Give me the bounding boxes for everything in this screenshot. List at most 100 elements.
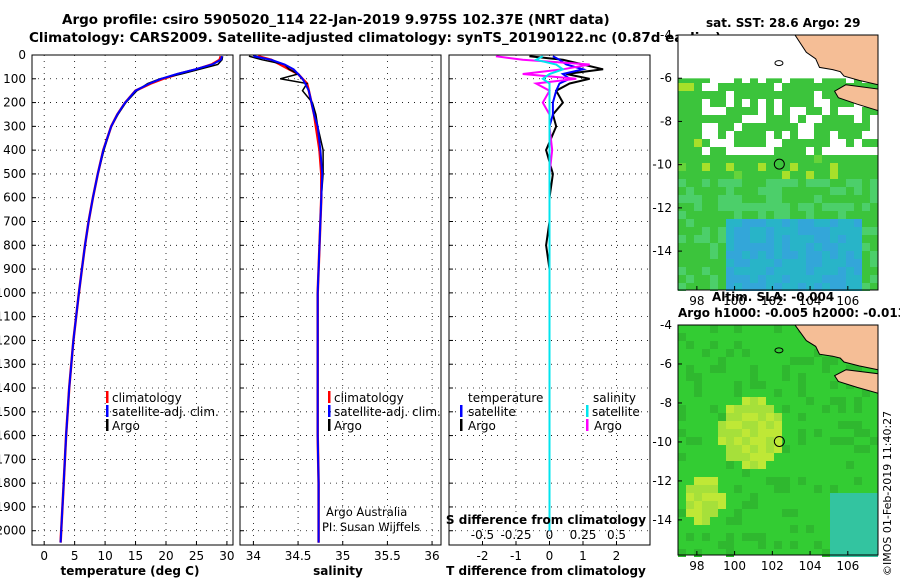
map-cell bbox=[710, 493, 718, 501]
map-cell bbox=[798, 267, 806, 275]
map-cell bbox=[782, 267, 790, 275]
map-cell bbox=[774, 275, 782, 283]
map-cell bbox=[758, 115, 766, 123]
map-cell bbox=[678, 413, 686, 421]
map-cell bbox=[814, 275, 822, 283]
map-cell bbox=[726, 453, 734, 461]
map-cell bbox=[758, 251, 766, 259]
y-tick-label: 900 bbox=[3, 262, 26, 276]
map-cell bbox=[742, 115, 750, 123]
y-tick-label: 500 bbox=[3, 167, 26, 181]
map-cell bbox=[790, 235, 798, 243]
map-cell bbox=[758, 107, 766, 115]
map-cell bbox=[870, 195, 878, 203]
map-cell bbox=[750, 243, 758, 251]
map-cell bbox=[718, 179, 726, 187]
map-cell bbox=[742, 219, 750, 227]
map-cell bbox=[862, 389, 870, 397]
map-cell bbox=[838, 275, 846, 283]
map-cell bbox=[870, 541, 878, 549]
series-line-argo bbox=[248, 55, 324, 543]
map-cell bbox=[838, 227, 846, 235]
sst-map-title: sat. SST: 28.6 Argo: 29 bbox=[706, 16, 861, 30]
map-cell bbox=[686, 373, 694, 381]
map-cell bbox=[822, 147, 830, 155]
y-tick-label: 400 bbox=[3, 143, 26, 157]
map-cell bbox=[830, 147, 838, 155]
map-cell bbox=[782, 243, 790, 251]
map-cell bbox=[726, 349, 734, 357]
map-cell bbox=[734, 259, 742, 267]
map-cell bbox=[798, 477, 806, 485]
map-cell bbox=[790, 541, 798, 549]
map-cell bbox=[870, 251, 878, 259]
map-cell bbox=[862, 203, 870, 211]
map-cell bbox=[726, 251, 734, 259]
argo-float-marker bbox=[773, 158, 785, 170]
map-cell bbox=[790, 275, 798, 283]
x-tick-label: 25 bbox=[189, 549, 204, 563]
map-cell bbox=[830, 131, 838, 139]
s-tick-label: -0.25 bbox=[500, 528, 531, 542]
map-cell bbox=[758, 413, 766, 421]
map-cell bbox=[734, 235, 742, 243]
map-cell bbox=[742, 75, 750, 83]
s-tick-label: 0.5 bbox=[607, 528, 626, 542]
map-cell bbox=[806, 203, 814, 211]
map-cell bbox=[766, 131, 774, 139]
x-tick-label: 98 bbox=[689, 559, 704, 573]
legend-swatch-satellite bbox=[328, 405, 331, 417]
map-cell bbox=[782, 477, 790, 485]
series-line-satellite bbox=[59, 55, 223, 543]
y-tick-label: -10 bbox=[652, 435, 672, 449]
map-cell bbox=[758, 235, 766, 243]
map-cell bbox=[870, 525, 878, 533]
map-cell bbox=[694, 493, 702, 501]
y-tick-label: 1400 bbox=[0, 381, 26, 395]
y-tick-label: 1700 bbox=[0, 452, 26, 466]
map-cell bbox=[854, 525, 862, 533]
map-cell bbox=[678, 211, 686, 219]
y-tick-label: -6 bbox=[660, 357, 672, 371]
y-tick-label: 800 bbox=[3, 238, 26, 252]
map-cell bbox=[830, 549, 838, 557]
map-cell bbox=[854, 421, 862, 429]
map-cell bbox=[830, 275, 838, 283]
map-cell bbox=[710, 485, 718, 493]
map-cell bbox=[766, 147, 774, 155]
map-cell bbox=[830, 187, 838, 195]
map-cell bbox=[686, 437, 694, 445]
y-tick-label: -8 bbox=[660, 396, 672, 410]
series-line-argo bbox=[59, 56, 224, 543]
map-cell bbox=[758, 275, 766, 283]
map-cell bbox=[854, 115, 862, 123]
map-cell bbox=[798, 107, 806, 115]
map-cell bbox=[854, 187, 862, 195]
map-cell bbox=[862, 549, 870, 557]
map-cell bbox=[814, 251, 822, 259]
map-cell bbox=[718, 541, 726, 549]
x-tick-label: 15 bbox=[128, 549, 143, 563]
x-tick-label: 34 bbox=[246, 549, 261, 563]
map-cell bbox=[710, 275, 718, 283]
map-cell bbox=[774, 107, 782, 115]
map-cell bbox=[854, 139, 862, 147]
legend-heading-temperature: temperature bbox=[468, 391, 543, 405]
map-cell bbox=[694, 389, 702, 397]
map-cell bbox=[726, 139, 734, 147]
map-cell bbox=[830, 493, 838, 501]
map-cell bbox=[726, 421, 734, 429]
map-cell bbox=[726, 235, 734, 243]
map-cell bbox=[838, 203, 846, 211]
legend-label-s-satellite: satellite bbox=[592, 405, 640, 419]
map-cell bbox=[766, 219, 774, 227]
map-cell bbox=[822, 99, 830, 107]
map-cell bbox=[854, 533, 862, 541]
map-cell bbox=[718, 421, 726, 429]
map-cell bbox=[830, 501, 838, 509]
map-cell bbox=[766, 445, 774, 453]
map-cell bbox=[782, 405, 790, 413]
map-cell bbox=[750, 283, 758, 291]
map-cell bbox=[846, 235, 854, 243]
difference-xlabel: T difference from climatology bbox=[446, 564, 646, 578]
